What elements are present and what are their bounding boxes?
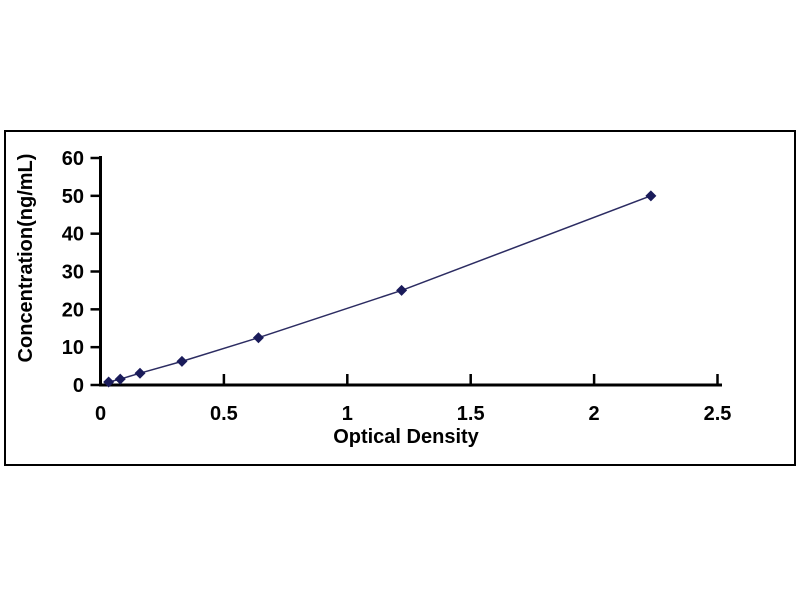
y-tick-label: 30 bbox=[62, 262, 84, 284]
plot-area: 0 0.5 1 1.5 2 2.5 0 10 20 30 40 50 60 Optical Densit… bbox=[15, 148, 731, 448]
y-tick-label: 20 bbox=[62, 299, 84, 321]
y-axis-title: Concentration(ng/mL) bbox=[15, 154, 37, 363]
data-point-marker bbox=[396, 284, 408, 296]
x-tick-label: 0 bbox=[95, 403, 106, 425]
x-tick-label: 1 bbox=[342, 403, 353, 425]
data-point-marker bbox=[252, 332, 264, 344]
y-tick-label: 60 bbox=[62, 148, 84, 170]
y-tick-label: 50 bbox=[62, 186, 84, 208]
x-tick-label: 1.5 bbox=[457, 403, 485, 425]
data-point-marker bbox=[645, 190, 657, 202]
x-tick-label: 2.5 bbox=[704, 403, 732, 425]
x-tick-label: 0.5 bbox=[210, 403, 238, 425]
data-point-marker bbox=[134, 367, 146, 379]
chart-svg: 0 0.5 1 1.5 2 2.5 0 10 20 30 40 50 60 Optical Densit… bbox=[15, 148, 731, 448]
standard-curve-line bbox=[108, 195, 652, 383]
y-tick-label: 40 bbox=[62, 224, 84, 246]
data-point-marker bbox=[103, 376, 115, 388]
data-point-marker bbox=[114, 373, 126, 385]
x-axis-title: Optical Density bbox=[333, 426, 479, 448]
data-point-marker bbox=[176, 355, 188, 367]
data-series bbox=[103, 190, 657, 388]
axes: 0 0.5 1 1.5 2 2.5 0 10 20 30 40 50 60 bbox=[62, 148, 732, 425]
y-tick-label: 0 bbox=[73, 375, 84, 397]
x-tick-label: 2 bbox=[589, 403, 600, 425]
figure-frame: 0 0.5 1 1.5 2 2.5 0 10 20 30 40 50 60 Optical Densit… bbox=[4, 130, 796, 466]
y-tick-label: 10 bbox=[62, 337, 84, 359]
